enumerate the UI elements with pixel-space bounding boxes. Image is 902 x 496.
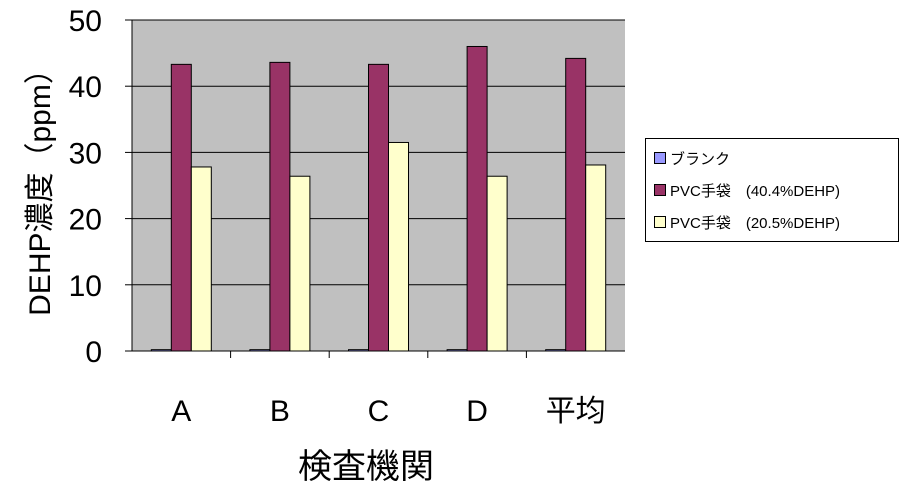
bars (150, 45, 607, 352)
y-axis-label: DEHP濃度（ppm） (24, 54, 57, 316)
y-tick-labels: 0 10 20 30 40 50 (69, 5, 102, 369)
bar (368, 63, 389, 352)
axes (125, 19, 625, 358)
bar (565, 57, 587, 352)
y-tick-label: 10 (69, 270, 102, 303)
x-tick-label: B (270, 395, 290, 428)
x-tick-label: D (466, 395, 488, 428)
x-tick-label: A (171, 395, 191, 428)
bar (466, 45, 488, 352)
y-tick-label: 50 (69, 5, 102, 38)
x-tick-label: 平均 (546, 395, 606, 428)
legend-swatch (654, 184, 666, 196)
bar (190, 166, 212, 352)
legend-item: PVC手袋 (20.5%DEHP) (654, 211, 840, 233)
bar (170, 63, 192, 352)
y-tick-label: 20 (69, 204, 102, 237)
legend-swatch (654, 152, 666, 164)
legend-label: ブランク (670, 150, 731, 168)
legend-item: PVC手袋 (40.4%DEHP) (654, 179, 840, 201)
x-tick-label: C (368, 395, 390, 428)
bar (585, 164, 607, 352)
bar (289, 175, 311, 352)
legend-label: PVC手袋 (20.5%DEHP) (670, 214, 841, 232)
bar (388, 141, 409, 352)
legend-item: ブランク (654, 147, 730, 169)
x-tick-labels: A B C D 平均 (171, 395, 605, 428)
x-axis-label: 検査機関 (298, 448, 434, 486)
legend: ブランク PVC手袋 (40.4%DEHP) PVC手袋 (20.5%DEHP) (645, 138, 899, 242)
legend-label: PVC手袋 (40.4%DEHP) (670, 182, 841, 200)
bar (486, 175, 508, 352)
y-tick-label: 40 (69, 71, 102, 104)
y-tick-label: 30 (69, 137, 102, 170)
legend-swatch (654, 216, 666, 228)
bar (269, 61, 291, 352)
y-tick-label: 0 (85, 336, 102, 369)
